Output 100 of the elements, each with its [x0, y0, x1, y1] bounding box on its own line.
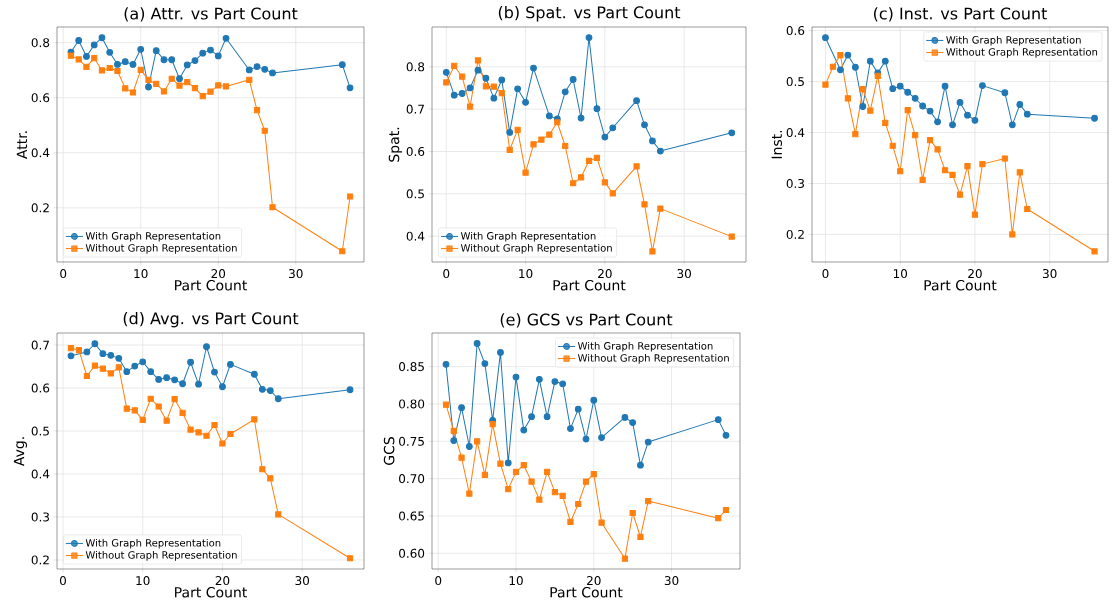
chart-title: (c) Inst. vs Part Count — [873, 7, 1048, 22]
point — [179, 380, 186, 388]
point — [551, 378, 559, 385]
point — [107, 370, 114, 377]
point — [609, 124, 617, 132]
chart-title: (b) Spat. vs Part Count — [498, 5, 681, 22]
point — [145, 76, 152, 83]
point — [941, 82, 949, 90]
y-tick-label: 0.3 — [31, 512, 49, 522]
point — [114, 61, 121, 68]
point — [129, 61, 137, 68]
y-tick-label: 0.5 — [406, 189, 424, 199]
point — [261, 127, 268, 134]
point — [567, 518, 574, 526]
point — [222, 34, 230, 42]
point — [253, 107, 261, 114]
point — [641, 201, 648, 208]
x-axis-title: Part Count — [175, 586, 247, 598]
x-tick-label: 0 — [443, 269, 450, 279]
point — [859, 86, 866, 93]
point — [227, 430, 234, 438]
point — [530, 141, 537, 148]
point — [554, 119, 561, 126]
point — [1091, 114, 1098, 122]
point — [504, 459, 512, 467]
y-tick-label: 0.5 — [31, 426, 49, 436]
point — [497, 460, 504, 467]
point — [482, 83, 490, 90]
point — [187, 426, 194, 433]
point — [183, 61, 191, 69]
point — [137, 66, 144, 74]
legend-label: Without Graph Representation — [85, 243, 237, 254]
x-tick-label: 20 — [215, 576, 230, 586]
point — [179, 409, 186, 417]
chart-title: (e) GCS vs Part Count — [500, 313, 673, 328]
point — [497, 349, 504, 356]
point — [75, 347, 83, 354]
point — [1016, 169, 1023, 176]
point — [207, 88, 214, 95]
point — [98, 34, 106, 42]
y-tick-label: 0.6 — [406, 146, 425, 157]
point — [919, 176, 926, 184]
point — [489, 421, 496, 428]
x-tick-label: 30 — [289, 269, 303, 279]
point — [168, 56, 176, 64]
y-tick-label: 0.70 — [399, 474, 425, 484]
x-axis-title: Part Count — [175, 279, 247, 291]
point — [934, 118, 941, 126]
point — [569, 76, 577, 83]
point — [106, 48, 114, 56]
point — [574, 405, 582, 413]
point — [644, 438, 652, 446]
point — [83, 372, 90, 380]
x-axis-title: Part Count — [924, 279, 997, 291]
point — [979, 161, 986, 168]
point — [207, 46, 214, 54]
point — [728, 233, 735, 240]
point — [621, 555, 628, 562]
point — [155, 376, 163, 383]
point — [559, 492, 566, 499]
point — [153, 80, 160, 88]
legend-label: With Graph Representation — [577, 341, 713, 352]
point — [941, 167, 949, 174]
point — [346, 193, 354, 200]
point — [122, 85, 129, 92]
x-tick-label: 10 — [519, 269, 533, 279]
point — [98, 67, 106, 74]
point — [450, 427, 457, 434]
point — [83, 348, 91, 356]
point — [514, 85, 522, 93]
point — [99, 350, 107, 358]
point — [577, 114, 585, 122]
point — [882, 119, 889, 126]
point — [67, 52, 75, 59]
point — [83, 53, 90, 60]
point — [442, 401, 450, 408]
x-tick-label: 30 — [664, 576, 679, 586]
point — [609, 190, 616, 197]
point — [904, 106, 911, 114]
point — [466, 490, 473, 497]
point — [645, 497, 652, 505]
y-tick-label: 0.60 — [399, 548, 425, 558]
point — [649, 248, 656, 255]
point — [214, 52, 222, 60]
y-tick-label: 0.8 — [406, 62, 425, 72]
point — [259, 466, 266, 473]
point — [577, 174, 585, 181]
point — [926, 107, 934, 115]
x-tick-label: 0 — [59, 576, 66, 586]
point — [203, 343, 210, 351]
point — [585, 157, 593, 164]
point — [904, 88, 912, 96]
point — [171, 376, 179, 384]
point — [822, 81, 829, 88]
x-tick-label: 0 — [60, 269, 67, 279]
point — [187, 358, 194, 366]
point — [106, 64, 113, 72]
point — [99, 365, 106, 372]
point — [490, 94, 498, 102]
legend-label: With Graph Representation — [85, 538, 221, 549]
